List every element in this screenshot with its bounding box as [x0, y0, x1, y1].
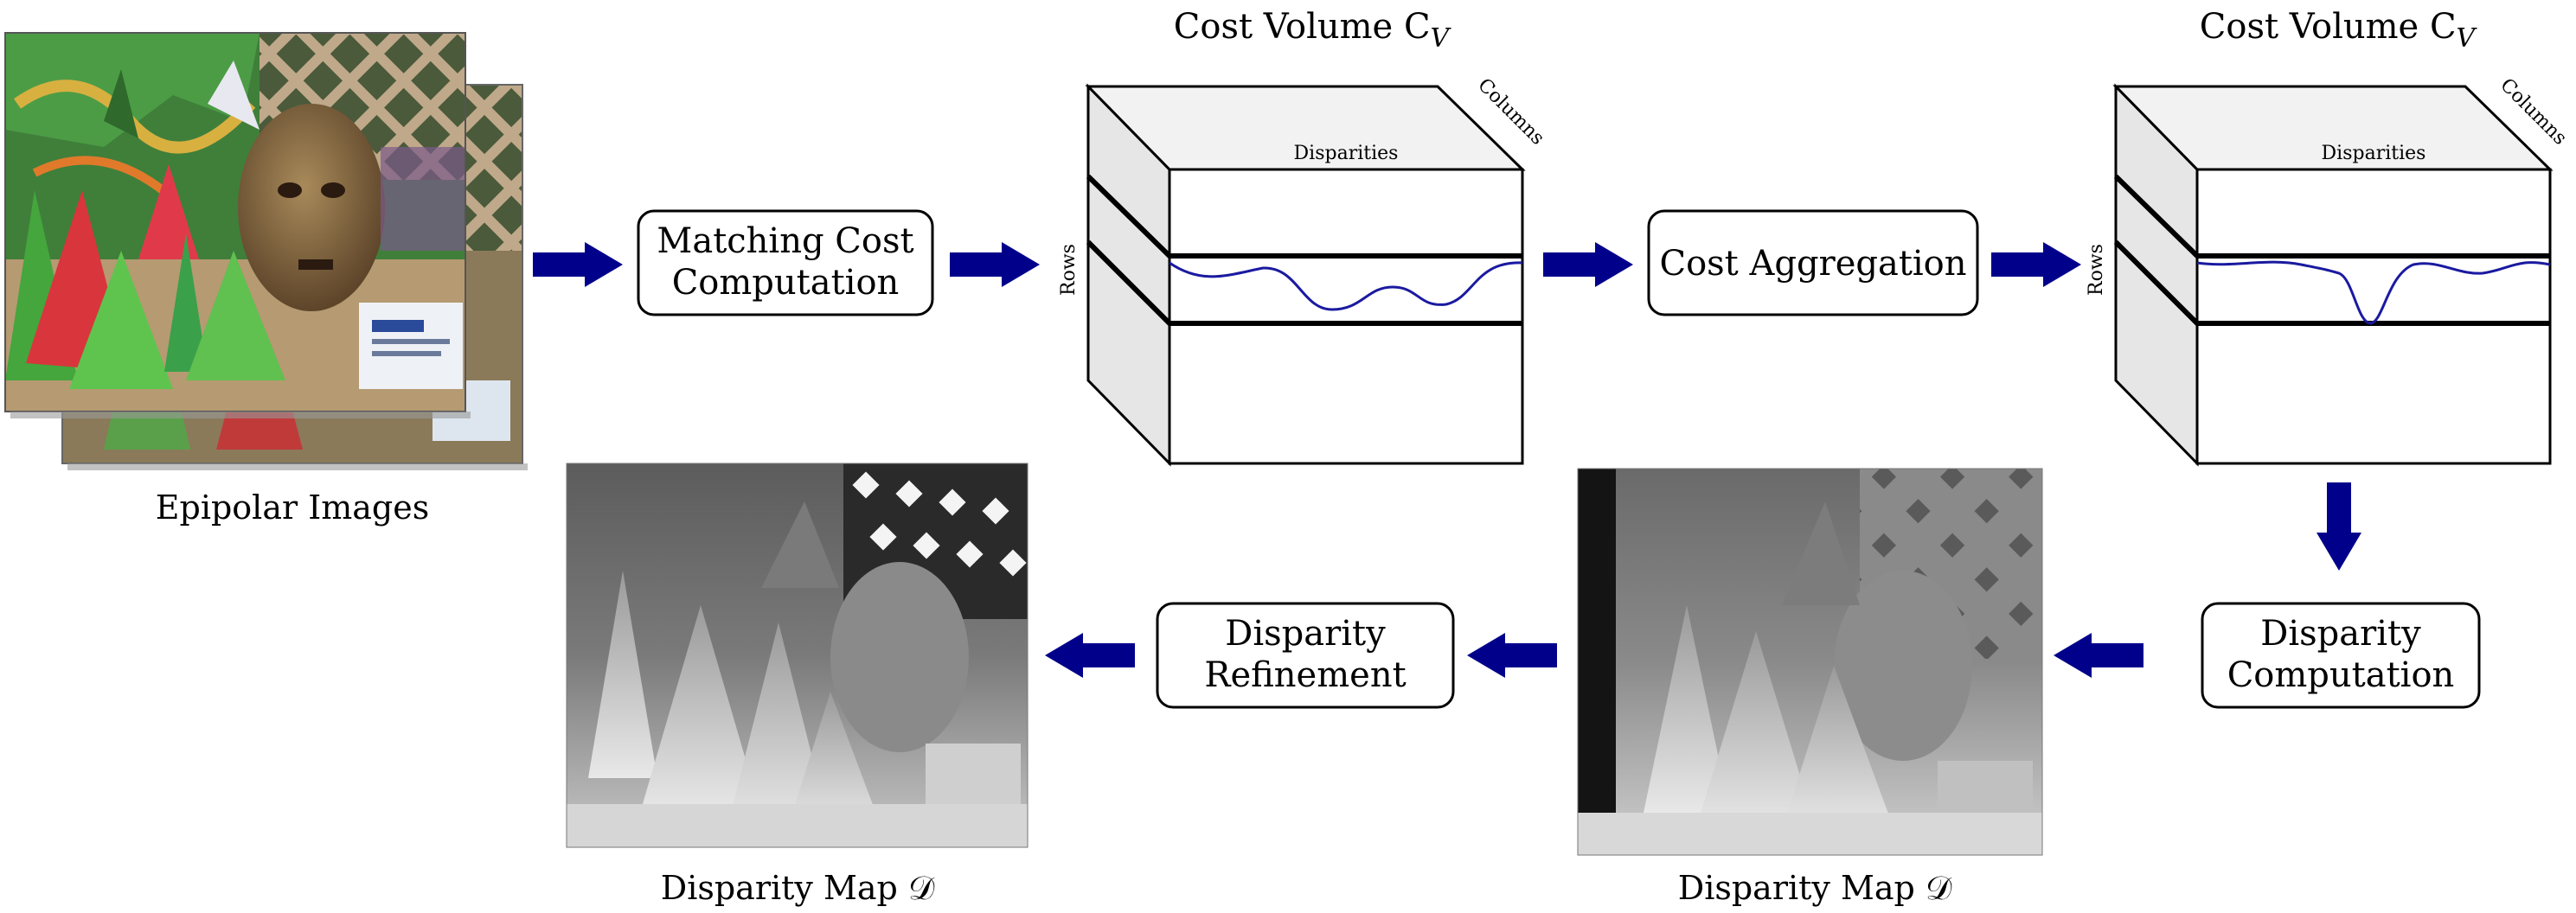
cost-curve-2 [2196, 260, 2551, 325]
matching-cost-computation-box: Matching Cost Computation [637, 209, 934, 316]
disparity-map-1-label: Disparity Map 𝒟 [661, 869, 935, 907]
disparity-refinement-label-line1: Disparity [1225, 614, 1386, 654]
cube2-disparities-label: Disparities [2322, 143, 2426, 164]
cube2-rows-label: Rows [2086, 244, 2107, 296]
arrow-left-icon [2054, 633, 2143, 678]
cost-volume-1-title: Cost Volume CV [1174, 7, 1452, 54]
cube1-disparities-label: Disparities [1294, 143, 1399, 164]
cost-aggregation-box: Cost Aggregation [1647, 209, 1979, 316]
matching-cost-label-line1: Matching Cost [657, 221, 913, 261]
cost-volume-cube-1 [1085, 83, 1526, 467]
disparity-map-refined-image [567, 463, 1028, 847]
disparity-map-2-label: Disparity Map 𝒟 [1678, 869, 1952, 907]
cube1-rows-label: Rows [1058, 244, 1080, 296]
arrow-right-icon [1991, 242, 2081, 287]
disparity-computation-label-line1: Disparity [2260, 614, 2421, 654]
arrow-down-icon [2316, 482, 2361, 571]
arrow-right-icon [533, 242, 623, 287]
disparity-refinement-label-line2: Refinement [1204, 655, 1406, 695]
arrow-left-icon [1467, 633, 1557, 678]
arrow-left-icon [1045, 633, 1135, 678]
epipolar-images [4, 32, 528, 470]
disparity-refinement-box: Disparity Refinement [1156, 602, 1455, 709]
arrow-right-icon [950, 242, 1040, 287]
cost-aggregation-label: Cost Aggregation [1659, 244, 1966, 284]
matching-cost-label-line2: Computation [672, 263, 900, 303]
arrow-right-icon [1543, 242, 1633, 287]
epipolar-image-front [5, 33, 465, 412]
cost-volume-cube-2 [2112, 83, 2554, 467]
disparity-map-raw-image [1578, 469, 2042, 855]
cost-curve-1 [1169, 261, 1523, 311]
disparity-computation-box: Disparity Computation [2201, 602, 2481, 709]
disparity-computation-label-line2: Computation [2227, 655, 2455, 695]
cost-volume-2-title: Cost Volume CV [2200, 7, 2478, 54]
epipolar-images-label: Epipolar Images [156, 488, 430, 527]
